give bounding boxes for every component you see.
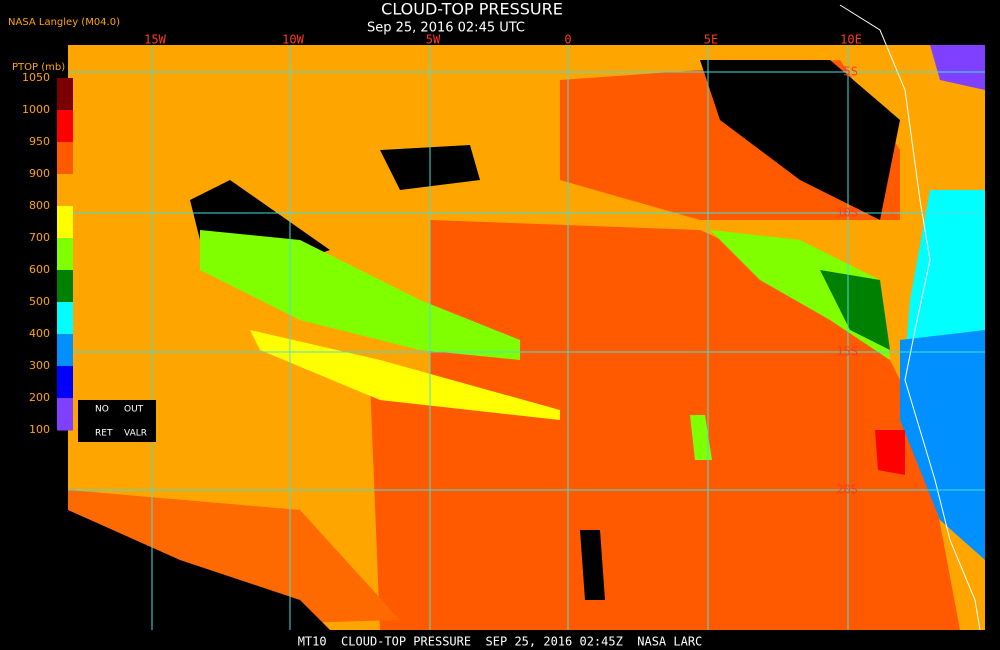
map-image [68, 4, 985, 631]
title: CLOUD-TOP PRESSURE [381, 0, 563, 19]
longitude-label: 15W [144, 33, 166, 47]
legend-label: 200 [29, 391, 50, 404]
high-cloud [930, 45, 985, 90]
latitude-label: 10S [836, 206, 858, 220]
legend-swatch [57, 110, 73, 143]
legend-label: 800 [29, 199, 50, 212]
color-legend: 1050 1000 950 900 800 700 600 500 400 300 200 100 [22, 71, 73, 436]
longitude-label: 10W [282, 33, 304, 47]
legend-swatch [57, 366, 73, 399]
no-data-label: VALR [124, 429, 147, 439]
low-cloud [875, 430, 905, 475]
legend-swatch [57, 302, 73, 335]
no-data-label: OUT [124, 405, 144, 415]
legend-label: 400 [29, 327, 50, 340]
source-label: NASA Langley (M04.0) [8, 17, 120, 28]
clear-sky [68, 510, 330, 630]
no-data-label: NO [95, 405, 109, 415]
legend-label: 900 [29, 167, 50, 180]
latitude-label: 5S [844, 65, 858, 79]
legend-label: 300 [29, 359, 50, 372]
footer: MT10 CLOUD-TOP PRESSURE SEP 25, 2016 02:… [298, 635, 703, 649]
legend-swatch [57, 206, 73, 239]
longitude-label: 10E [840, 33, 862, 47]
legend-swatch [57, 78, 73, 111]
legend-label: 700 [29, 231, 50, 244]
longitude-label: 0 [564, 33, 571, 47]
grid [68, 45, 985, 630]
cloud-band [200, 230, 520, 360]
legend-label: 100 [29, 423, 50, 436]
legend-swatch [57, 398, 73, 431]
longitude-label: 5E [704, 33, 718, 47]
subtitle: Sep 25, 2016 02:45 UTC [367, 21, 525, 36]
legend-swatch [57, 270, 73, 303]
legend-swatch [57, 334, 73, 367]
legend-swatch [57, 238, 73, 271]
cloud-band [690, 415, 712, 460]
legend-swatch [57, 174, 73, 207]
legend-title: PTOP (mb) [12, 62, 65, 73]
cloud-band [710, 230, 890, 360]
clear-sky [700, 60, 900, 220]
latitude-label: 15S [836, 345, 858, 359]
legend-label: 950 [29, 135, 50, 148]
coastline [839, 4, 981, 631]
longitude-label: 5W [426, 33, 441, 47]
legend-swatch [57, 142, 73, 175]
clear-sky [580, 530, 605, 600]
legend-label: 1000 [22, 103, 50, 116]
cloud-region [370, 380, 430, 630]
cloud-band [820, 270, 890, 350]
legend-label: 600 [29, 263, 50, 276]
no-data-box [78, 400, 156, 442]
legend-label: 1050 [22, 71, 50, 84]
latitude-label: 20S [836, 483, 858, 497]
high-cloud [900, 330, 985, 560]
no-data-label: RET [95, 429, 113, 439]
legend-label: 500 [29, 295, 50, 308]
